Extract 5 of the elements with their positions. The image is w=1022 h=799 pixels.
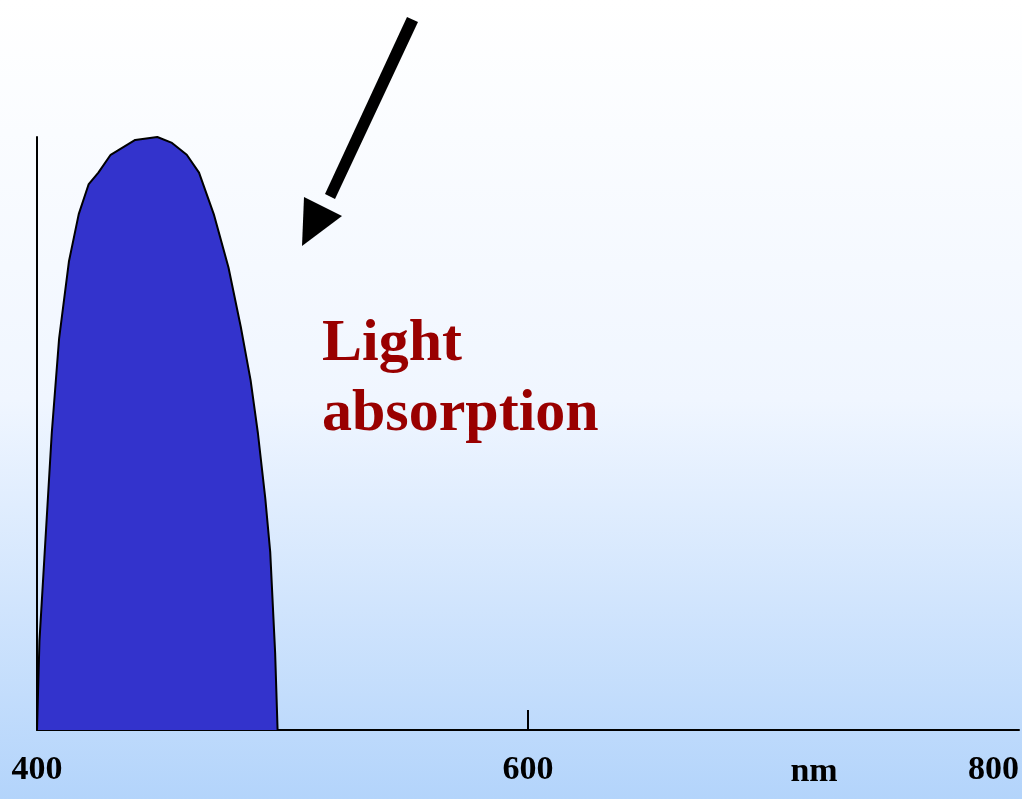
- x-tick-label: 600: [502, 748, 554, 786]
- x-axis-title: nm: [790, 750, 838, 788]
- x-tick-label: 800: [968, 748, 1019, 786]
- annotation: Light absorption: [322, 307, 599, 443]
- x-tick-label: 400: [11, 748, 63, 786]
